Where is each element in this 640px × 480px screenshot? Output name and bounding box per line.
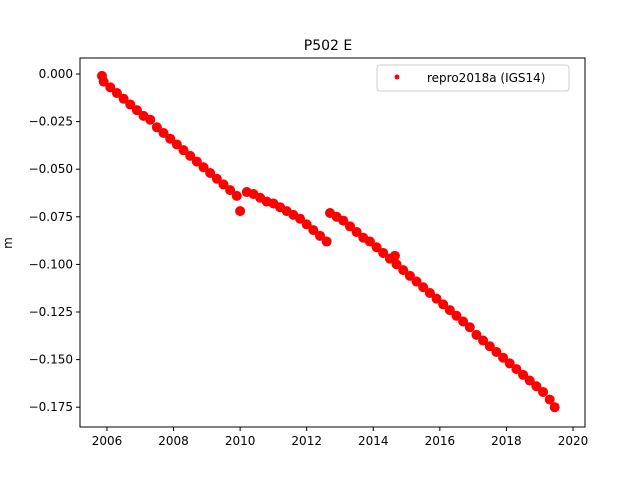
y-tick-label: −0.050 xyxy=(29,162,73,176)
data-point xyxy=(478,335,489,346)
legend: repro2018a (IGS14) xyxy=(376,64,570,92)
legend-label: repro2018a (IGS14) xyxy=(427,71,545,85)
data-point xyxy=(235,206,246,217)
data-point xyxy=(491,346,502,357)
x-tick-label: 2012 xyxy=(291,434,322,448)
data-point xyxy=(185,150,196,161)
data-point xyxy=(165,133,176,144)
data-point xyxy=(458,316,469,327)
data-point xyxy=(131,105,142,116)
data-point xyxy=(549,402,560,413)
data-point xyxy=(105,82,116,93)
data-point xyxy=(444,305,455,316)
data-point xyxy=(205,168,216,179)
data-point xyxy=(364,236,375,247)
data-point xyxy=(531,381,542,392)
data-point xyxy=(484,341,495,352)
x-tick-label: 2016 xyxy=(425,434,456,448)
data-point xyxy=(111,88,122,99)
x-tick-label: 2018 xyxy=(491,434,522,448)
data-point xyxy=(211,173,222,184)
data-point xyxy=(225,185,236,196)
data-point xyxy=(398,265,409,276)
data-point xyxy=(518,369,529,380)
data-point xyxy=(231,190,242,201)
data-point xyxy=(431,293,442,304)
y-axis-label: m xyxy=(1,237,15,249)
data-point xyxy=(191,156,202,167)
data-point xyxy=(418,282,429,293)
y-tick-label: −0.125 xyxy=(29,305,73,319)
x-tick-label: 2020 xyxy=(558,434,589,448)
data-point xyxy=(351,227,362,238)
y-tick-label: 0.000 xyxy=(39,67,73,81)
x-axis: 2006 2008 2010 2012 2014 2016 2018 2020 xyxy=(92,427,589,448)
data-point xyxy=(511,364,522,375)
data-point xyxy=(371,242,382,253)
data-point xyxy=(98,76,109,87)
data-point xyxy=(404,270,415,281)
y-tick-label: −0.075 xyxy=(29,210,73,224)
y-tick-label: −0.025 xyxy=(29,115,73,129)
y-axis: 0.000 −0.025 −0.050 −0.075 −0.100 −0.125 −0.15… xyxy=(29,67,80,414)
x-tick-label: 2006 xyxy=(92,434,123,448)
data-point xyxy=(338,215,349,226)
legend-marker xyxy=(394,74,400,80)
data-point xyxy=(504,358,515,369)
data-point xyxy=(438,299,449,310)
data-point xyxy=(321,236,332,247)
data-point xyxy=(308,225,319,236)
x-tick-label: 2008 xyxy=(158,434,189,448)
data-point xyxy=(295,213,306,224)
data-point xyxy=(218,179,229,190)
data-point xyxy=(524,375,535,386)
data-point xyxy=(391,259,402,270)
data-point xyxy=(464,322,475,333)
data-point xyxy=(378,247,389,258)
legend-frame xyxy=(376,64,570,92)
plot-frame xyxy=(79,57,586,428)
data-point xyxy=(198,162,209,173)
y-tick-label: −0.175 xyxy=(29,400,73,414)
data-point xyxy=(178,145,189,156)
data-point xyxy=(424,287,435,298)
data-point xyxy=(471,329,482,340)
data-point xyxy=(118,93,129,104)
x-tick-label: 2010 xyxy=(225,434,256,448)
data-points xyxy=(96,70,560,413)
data-point xyxy=(411,276,422,287)
data-point xyxy=(544,394,555,405)
data-point xyxy=(389,250,400,261)
data-point xyxy=(151,122,162,133)
data-point xyxy=(538,386,549,397)
data-point xyxy=(171,139,182,150)
data-point xyxy=(315,230,326,241)
data-point xyxy=(344,221,355,232)
data-point xyxy=(498,352,509,363)
y-tick-label: −0.150 xyxy=(29,353,73,367)
data-point xyxy=(158,128,169,139)
data-point xyxy=(145,114,156,125)
x-tick-label: 2014 xyxy=(358,434,389,448)
data-point xyxy=(301,219,312,230)
chart-title: P502 E xyxy=(304,38,352,54)
y-tick-label: −0.100 xyxy=(29,257,73,271)
data-point xyxy=(125,99,136,110)
data-point xyxy=(451,310,462,321)
